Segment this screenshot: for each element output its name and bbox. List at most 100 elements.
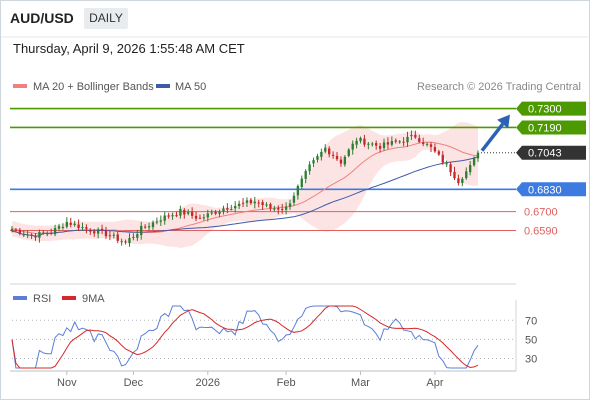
candle	[22, 230, 25, 238]
x-tick-label: 2026	[196, 377, 220, 389]
candle	[292, 192, 296, 206]
candle	[320, 148, 323, 161]
candle	[187, 209, 190, 216]
level-label-support: 0.6700	[524, 207, 558, 219]
rsi-tick-label: 50	[525, 334, 537, 346]
candle	[433, 143, 437, 153]
candle	[218, 209, 221, 218]
candle	[85, 224, 88, 234]
candle	[140, 221, 143, 240]
candle	[390, 136, 394, 147]
level-lines-layer	[10, 107, 516, 231]
candle	[472, 156, 476, 167]
candle	[14, 228, 18, 233]
level-tag-resistance	[516, 101, 586, 116]
ma50-legend-label: MA 50	[175, 81, 206, 93]
candle	[300, 175, 303, 189]
candle	[351, 140, 354, 155]
candle	[335, 152, 339, 161]
candle	[414, 130, 417, 139]
candle	[190, 207, 194, 219]
candle	[179, 205, 182, 219]
candle	[159, 215, 162, 226]
candle	[359, 136, 362, 144]
candle	[136, 229, 139, 241]
candle	[437, 149, 441, 156]
timestamp: Thursday, April 9, 2026 1:55:48 AM CET	[13, 41, 245, 56]
bollinger-band-layer	[12, 122, 478, 248]
candle	[343, 155, 347, 167]
candle	[194, 211, 198, 222]
timeframe-badge[interactable]: DAILY	[84, 8, 128, 29]
candle	[281, 203, 284, 214]
x-tick-label: Feb	[277, 377, 296, 389]
candle	[457, 174, 460, 186]
candle	[261, 199, 264, 210]
candle	[425, 142, 429, 147]
candles-layer	[10, 130, 480, 247]
candle	[116, 231, 119, 244]
candle	[198, 214, 202, 220]
level-label-support: 0.6590	[524, 225, 558, 237]
symbol-title: AUD/USD	[10, 10, 74, 26]
candle	[375, 140, 378, 150]
candle	[206, 209, 209, 222]
rsi-ma-line	[11, 305, 479, 369]
candle	[49, 228, 53, 236]
candle	[245, 197, 249, 208]
candle	[257, 199, 260, 208]
candle	[151, 220, 155, 231]
candle	[324, 144, 327, 154]
candle	[73, 220, 76, 227]
candle	[42, 229, 45, 235]
x-tick-label: Dec	[124, 377, 144, 389]
candle	[241, 198, 245, 208]
candle	[163, 211, 166, 225]
candle	[288, 199, 292, 210]
candle	[449, 161, 452, 177]
candle	[69, 217, 72, 228]
candle	[441, 151, 444, 165]
candle	[10, 225, 14, 233]
candle	[132, 233, 135, 241]
current-price-tag	[516, 145, 586, 160]
candle	[18, 227, 22, 236]
candle	[237, 200, 241, 210]
candle	[406, 131, 409, 147]
candle	[26, 230, 29, 239]
candle	[253, 196, 256, 209]
candle	[112, 232, 115, 239]
candle	[167, 212, 170, 219]
candle	[104, 226, 108, 239]
x-tick-label: Apr	[426, 377, 443, 389]
candle	[316, 153, 319, 163]
candle	[249, 197, 253, 205]
rsi-line	[11, 305, 479, 369]
candle	[143, 224, 147, 229]
candle	[147, 222, 151, 231]
forecast-arrow-shaft	[480, 122, 505, 152]
level-label-resistance: 0.7300	[528, 104, 562, 116]
rsi-legend-swatch	[13, 296, 27, 300]
candle	[312, 157, 315, 168]
candle	[155, 217, 159, 225]
candle	[328, 146, 331, 158]
candle	[34, 233, 37, 241]
candle	[402, 137, 405, 147]
level-tag-pivot	[516, 182, 586, 197]
candle	[128, 233, 131, 247]
x-tick-label: Nov	[57, 377, 77, 389]
candle	[308, 161, 311, 175]
candle	[465, 167, 468, 180]
candle	[418, 134, 421, 144]
candle	[57, 223, 61, 231]
candle	[339, 156, 343, 167]
candle	[476, 150, 480, 162]
candle	[445, 160, 448, 168]
candle	[46, 231, 49, 237]
candle	[468, 160, 472, 176]
rsi-ma-legend-swatch	[62, 296, 76, 300]
candle	[171, 212, 174, 220]
candle	[234, 201, 237, 213]
